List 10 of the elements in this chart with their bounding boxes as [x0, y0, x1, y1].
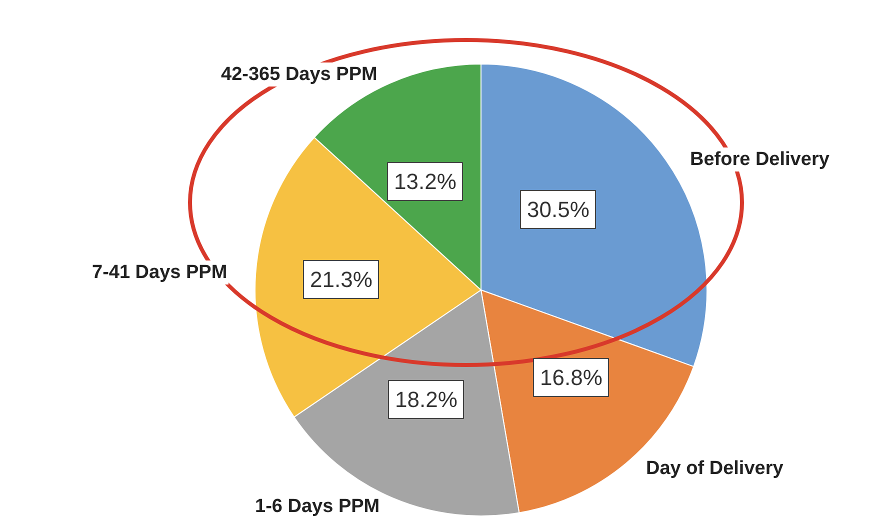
- data-label: 18.2%: [395, 387, 458, 412]
- slice-label: 7-41 Days PPM: [92, 262, 228, 283]
- data-label: 30.5%: [527, 197, 590, 222]
- slice-label: 1-6 Days PPM: [255, 496, 380, 517]
- slice-label: Day of Delivery: [646, 458, 784, 479]
- data-label: 16.8%: [540, 365, 602, 390]
- data-label: 13.2%: [394, 169, 456, 194]
- data-label: 21.3%: [310, 267, 372, 292]
- slice-label: 42-365 Days PPM: [221, 64, 378, 85]
- slice-label: Before Delivery: [690, 149, 830, 170]
